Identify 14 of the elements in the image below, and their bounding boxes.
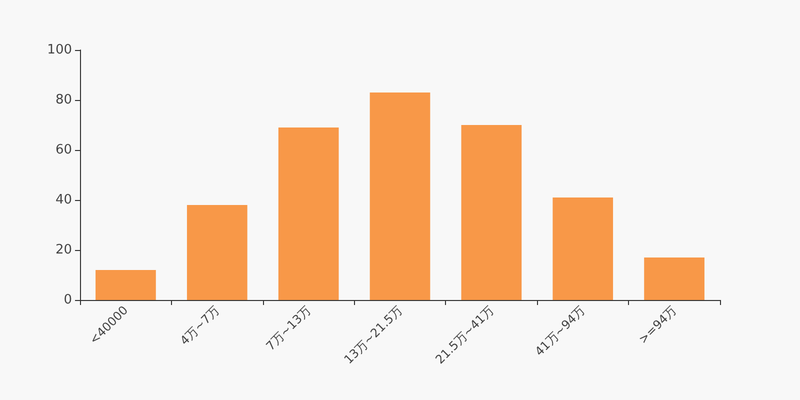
bar	[644, 258, 704, 300]
bar	[461, 125, 522, 300]
y-tick-label: 40	[55, 192, 72, 208]
bar	[186, 205, 248, 300]
y-tick-label: 60	[55, 142, 72, 158]
x-tick-label: 4万~7万	[177, 303, 222, 348]
y-tick-label: 100	[47, 42, 72, 58]
y-tick-label: 20	[55, 242, 72, 258]
y-tick-label: 80	[55, 92, 72, 108]
y-tick-label: 0	[64, 292, 72, 308]
bar	[278, 128, 339, 300]
bar	[96, 270, 156, 300]
bar	[552, 198, 614, 300]
bar	[370, 92, 430, 300]
